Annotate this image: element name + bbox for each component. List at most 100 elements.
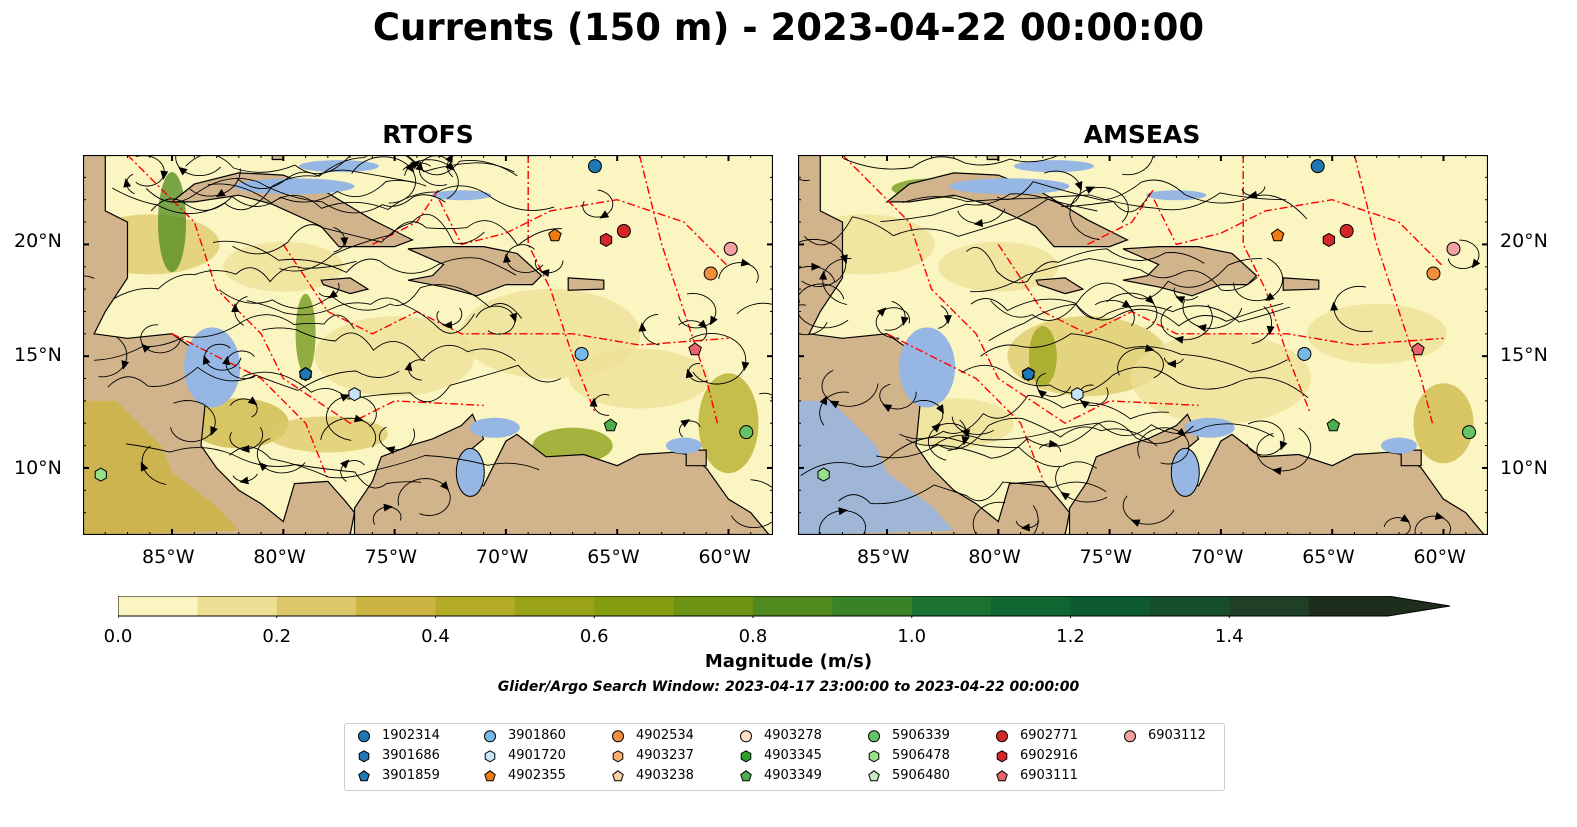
pacific-water (83, 400, 239, 535)
streamline-arrow (1060, 491, 1071, 501)
float-marker-3901860 (1297, 346, 1312, 361)
legend-label: 6903111 (1020, 768, 1078, 783)
legend-label: 4902355 (508, 768, 566, 783)
streamline-arrow (1037, 389, 1047, 399)
legend-item-4902355: 4902355 (483, 768, 566, 783)
land (685, 449, 707, 467)
legend-marker-4902534 (612, 729, 624, 742)
legend-label: 5906480 (892, 768, 950, 783)
legend-item-6902771: 6902771 (995, 728, 1078, 743)
legend-item-4902534: 4902534 (611, 728, 694, 743)
circle-marker-icon (1124, 729, 1136, 742)
eez-boundary (127, 155, 484, 425)
legend-label: 4903238 (636, 768, 694, 783)
colorbar-segment (435, 596, 516, 616)
streamline (875, 420, 1194, 459)
magnitude-patch (698, 373, 759, 474)
lon-tick-label: 85°W (142, 546, 195, 568)
streamline-arrow (1266, 325, 1275, 336)
figure-title: Currents (150 m) - 2023-04-22 00:00:00 (372, 6, 1205, 49)
float-marker-6903112 (723, 241, 738, 256)
legend-marker-5906478 (868, 749, 880, 762)
panel-title-rtofs: RTOFS (382, 120, 474, 149)
circle-marker-icon (868, 729, 880, 742)
streamline (759, 392, 773, 397)
streamline (145, 177, 446, 214)
streamline (838, 481, 1107, 505)
colorbar-extend (1388, 596, 1450, 616)
eez-boundary (886, 333, 1044, 480)
float-marker-3901860 (574, 346, 589, 361)
legend-item-5906480: 5906480 (867, 768, 950, 783)
eez-boundary (638, 155, 719, 424)
streamline-arrow (540, 269, 550, 277)
eez-boundary (171, 333, 329, 480)
streamline (107, 366, 400, 391)
streamline (970, 258, 1258, 293)
rtofs-map (83, 155, 773, 535)
streamline (961, 364, 1309, 398)
colorbar-tick: 0.2 (262, 626, 292, 647)
magnitude-patch (569, 348, 710, 409)
streamline (905, 417, 1158, 450)
magnitude-patch (1130, 333, 1311, 424)
colorbar-tick: 1.0 (897, 626, 927, 647)
legend-item-5906339: 5906339 (867, 728, 950, 743)
streamline (279, 220, 562, 272)
float-marker-4902534 (1426, 266, 1441, 281)
magnitude-patch (1413, 383, 1474, 464)
streamline-arrow (1085, 186, 1096, 194)
colorbar-tick: 1.2 (1056, 626, 1085, 647)
streamline (113, 260, 357, 300)
streamline (843, 155, 1061, 170)
lat-tick-left-20: 20°N (14, 230, 62, 252)
shallow-water (1184, 417, 1235, 438)
streamline-arrow (1279, 440, 1288, 451)
land (885, 172, 1129, 248)
float-marker-4901720 (1071, 387, 1084, 402)
streamline-arrow (1330, 301, 1339, 311)
land (1035, 277, 1085, 295)
pentagon-marker-icon (740, 769, 752, 781)
legend-label: 4902534 (636, 728, 694, 743)
legend-marker-3901859 (358, 769, 370, 781)
streamline-arrow (405, 163, 415, 173)
lon-tick-label: 65°W (587, 546, 640, 568)
legend-item-3901860: 3901860 (483, 728, 566, 743)
land (1122, 245, 1258, 297)
streamline (902, 192, 1286, 211)
circle-marker-icon (740, 729, 752, 742)
float-marker-6903111 (1411, 342, 1425, 356)
land (320, 277, 370, 295)
colorbar-segment (356, 596, 436, 616)
legend-label: 3901859 (382, 768, 440, 783)
streamline (246, 297, 475, 334)
streamline-arrow (121, 360, 130, 370)
float-marker-5906478 (817, 467, 830, 482)
hexagon-marker-icon (484, 749, 496, 762)
streamline-arrow (123, 178, 132, 188)
streamline (185, 155, 518, 177)
streamline (880, 193, 1151, 223)
legend-label: 3901686 (382, 748, 440, 763)
streamline-arrow (210, 425, 218, 436)
legend-label: 4903349 (764, 768, 822, 783)
magnitude-patch (1306, 303, 1447, 364)
streamline-arrow (1079, 400, 1090, 409)
lon-tick-label: 70°W (1190, 546, 1244, 568)
streamline (229, 446, 540, 479)
colorbar (118, 596, 1451, 618)
eez-boundary (282, 244, 729, 346)
streamline-arrow (385, 446, 396, 454)
streamline-arrow (1174, 335, 1184, 344)
streamline-arrow (943, 315, 952, 325)
float-marker-5906478 (94, 467, 107, 482)
streamline (150, 180, 427, 212)
hexagon-marker-icon (358, 749, 370, 762)
lat-tick-left-10: 10°N (14, 457, 62, 479)
float-marker-4902355 (548, 228, 562, 242)
eez-boundary (1087, 188, 1155, 246)
legend-label: 3901860 (508, 728, 566, 743)
hexagon-marker-icon (612, 749, 624, 762)
lat-tick-right-10: 10°N (1500, 457, 1548, 479)
